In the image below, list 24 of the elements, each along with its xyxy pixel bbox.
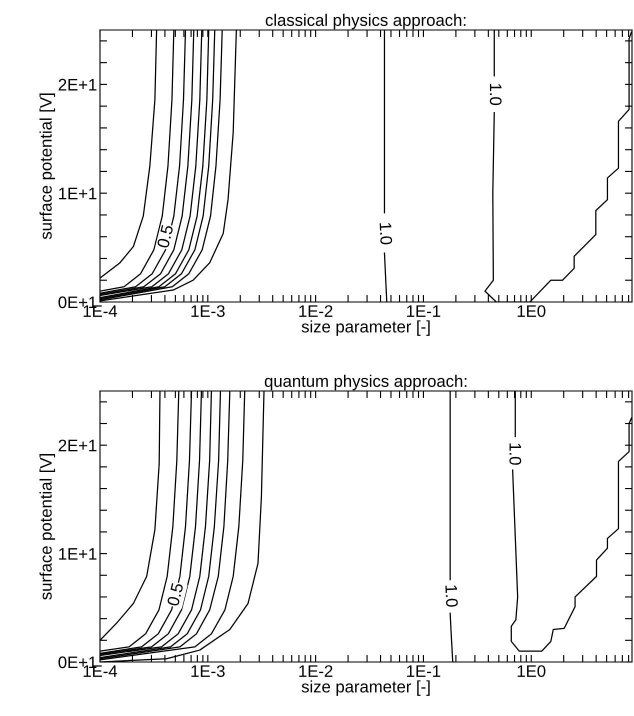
x-tick-label: 1E0 — [518, 305, 546, 318]
x-tick-label: 1E-3 — [191, 305, 225, 318]
annotation: 1.0 — [445, 585, 458, 608]
annotation: 1.0 — [380, 222, 392, 245]
chart-title: classical physics approach: — [266, 14, 466, 30]
x-tick-label: 1E-3 — [191, 665, 225, 678]
annotation: 1.0 — [509, 444, 522, 465]
y-tick-label: 1E+1 — [59, 188, 96, 200]
x-tick-label: 1E-1 — [407, 665, 440, 677]
x-axis-title: size parameter [-] — [302, 320, 430, 336]
y-axis-title: surface potential [V] — [40, 94, 56, 240]
x-tick-label: 1E-2 — [299, 665, 332, 677]
y-tick-label: 1E+1 — [59, 548, 96, 560]
annotation: 1.0 — [490, 84, 502, 106]
x-tick-label: 1E-2 — [299, 305, 332, 317]
x-tick-label: 1E0 — [518, 665, 546, 678]
y-tick-label: 2E+1 — [58, 78, 96, 90]
x-tick-label: 1E-1 — [407, 305, 440, 317]
x-axis-title: size parameter [-] — [302, 680, 430, 696]
annotation: 0.5 — [156, 224, 174, 248]
y-axis-title: surface potential [V] — [40, 454, 56, 600]
y-tick-label: 2E+1 — [58, 440, 96, 452]
annotation: 0.5 — [166, 582, 184, 606]
chart-title: quantum physics approach: — [264, 374, 466, 390]
